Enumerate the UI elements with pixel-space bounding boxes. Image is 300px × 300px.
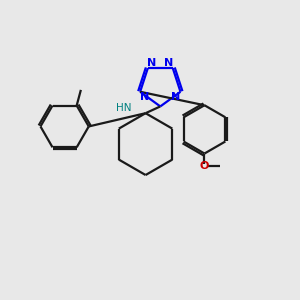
Text: N: N bbox=[171, 92, 181, 102]
Text: O: O bbox=[200, 161, 209, 171]
Text: HN: HN bbox=[116, 103, 132, 113]
Text: N: N bbox=[140, 92, 149, 102]
Text: N: N bbox=[147, 58, 156, 68]
Text: N: N bbox=[164, 58, 174, 68]
